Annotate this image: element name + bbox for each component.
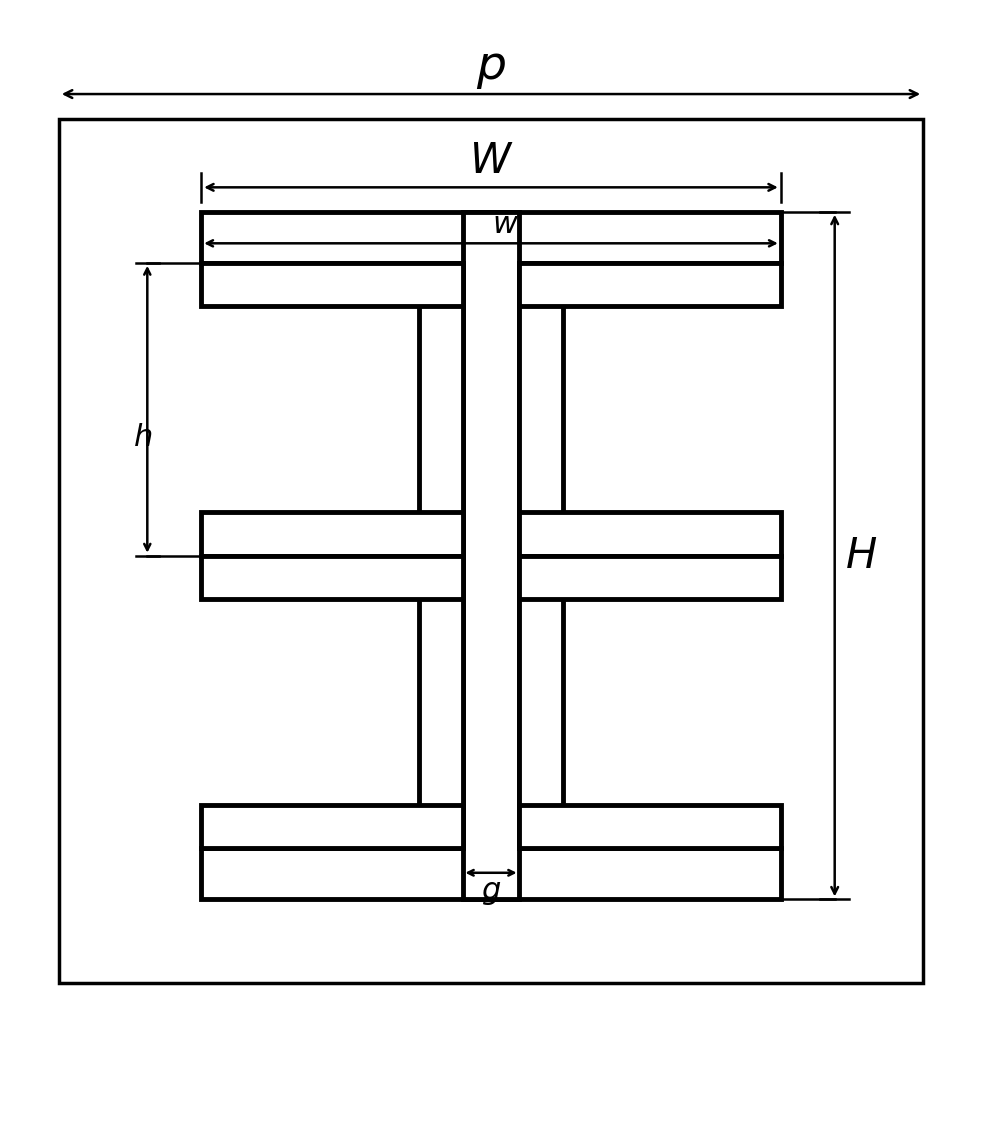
Bar <box>519 263 781 306</box>
Bar <box>201 805 463 849</box>
Text: $W$: $W$ <box>468 140 514 183</box>
Bar <box>59 119 923 983</box>
Text: $H$: $H$ <box>845 535 877 576</box>
Bar <box>519 556 563 849</box>
Bar <box>201 263 463 306</box>
Bar <box>201 849 781 899</box>
Bar <box>201 556 463 599</box>
Bar <box>419 556 463 849</box>
Bar <box>519 263 563 556</box>
Text: $g$: $g$ <box>481 876 501 907</box>
Bar <box>463 212 519 899</box>
Text: $w$: $w$ <box>492 210 519 240</box>
Bar <box>201 212 781 263</box>
Bar <box>519 805 781 849</box>
Text: $h$: $h$ <box>133 423 152 453</box>
Bar <box>519 556 781 599</box>
Bar <box>519 512 781 556</box>
Bar <box>201 512 463 556</box>
Text: $p$: $p$ <box>476 46 506 91</box>
Bar <box>419 263 463 556</box>
